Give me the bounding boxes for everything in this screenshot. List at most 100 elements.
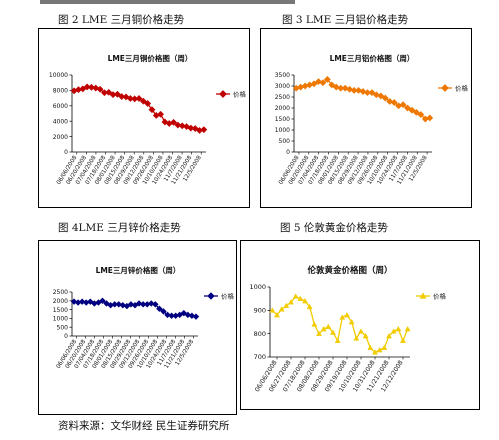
zinc-price-chart: LME三月锌价格图（周） 0500100015002000250006/06/2… (38, 240, 237, 415)
data-point (390, 99, 398, 106)
data-point (376, 346, 383, 353)
data-point (344, 311, 350, 318)
data-point (144, 100, 152, 107)
y-tick-label: 500 (57, 324, 69, 331)
y-tick-label: 800 (254, 330, 266, 338)
data-point (278, 306, 285, 312)
y-tick-label: 2000 (53, 298, 68, 305)
data-point (118, 93, 126, 101)
data-point (122, 93, 130, 101)
data-point (292, 293, 299, 299)
data-point (372, 349, 378, 355)
legend-marker (419, 292, 427, 299)
data-point (269, 307, 276, 313)
chart-title: LME三月铝价格图（周） (330, 53, 415, 63)
data-point (325, 323, 332, 329)
data-point (103, 300, 110, 307)
data-point (139, 97, 147, 105)
data-point (306, 303, 313, 310)
y-tick-label: 700 (254, 353, 266, 361)
y-tick-label: 6000 (53, 103, 68, 110)
data-point (170, 118, 178, 126)
data-point (362, 332, 369, 339)
data-point (135, 95, 143, 102)
y-tick-label: 2000 (275, 105, 290, 112)
data-point (157, 110, 165, 118)
y-tick-label: 1500 (275, 116, 290, 123)
data-point (368, 89, 376, 97)
chart-title: 伦敦黄金价格图（周） (307, 265, 392, 276)
data-point (187, 124, 195, 132)
data-point (160, 308, 167, 315)
data-point (358, 328, 364, 334)
y-tick-label: 8000 (53, 88, 68, 95)
data-point (377, 92, 385, 100)
data-point (332, 83, 340, 91)
data-point (156, 305, 163, 313)
legend-label: 价格 (233, 90, 247, 99)
data-point (319, 79, 327, 87)
data-point (83, 83, 91, 91)
legend-label: 价格 (455, 84, 469, 93)
aluminum-price-chart: LME三月铝价格图（周） 0 500 1000 1500 2000 2500 3000 350… (260, 28, 472, 208)
copper-price-chart: LME三月铜价格图（周） 020004000600080001000006/06… (38, 28, 250, 208)
data-point (346, 85, 354, 93)
data-point (96, 85, 104, 93)
data-point (339, 314, 346, 320)
data-point (178, 122, 186, 130)
data-point (355, 86, 363, 94)
data-point (126, 95, 134, 102)
y-tick-label: 10000 (49, 72, 68, 79)
data-point (404, 325, 411, 332)
data-point (390, 328, 397, 334)
data-point (302, 297, 308, 304)
y-tick-label: 2500 (53, 289, 68, 296)
data-point (395, 325, 402, 332)
plot-area: 020004000600080001000006/06/200806/20/20… (49, 72, 247, 186)
data-point (105, 88, 113, 96)
y-tick-label: 0 (64, 149, 68, 156)
data-point (316, 330, 322, 336)
data-point (353, 335, 360, 341)
data-point (426, 114, 434, 122)
legend-label: 价格 (221, 292, 235, 301)
y-tick-label: 0 (286, 149, 290, 156)
y-tick-label: 0 (64, 333, 68, 340)
legend-marker (219, 90, 227, 98)
y-tick-label: 1500 (53, 307, 68, 314)
caption-figure-2: 图 2 LME 三月铜价格走势 (58, 14, 185, 26)
data-point (367, 344, 374, 350)
y-tick-label: 500 (279, 138, 291, 145)
source-note: 资料来源：文华财经 民生证券研究所 (58, 420, 230, 432)
data-point (341, 84, 349, 92)
chart-frame (38, 28, 250, 208)
data-point (135, 300, 143, 307)
data-point (386, 332, 392, 339)
data-point (334, 337, 341, 343)
y-tick-label: 1000 (275, 127, 290, 134)
y-tick-label: 1000 (249, 283, 266, 291)
gold-price-chart: 伦敦黄金价格图（周） 700800900100006/06/200806/27/… (240, 240, 480, 410)
data-point (99, 297, 106, 305)
y-tick-label: 2500 (275, 94, 290, 101)
caption-figure-3: 图 3 LME 三月铝价格走势 (282, 14, 409, 26)
data-point (311, 321, 318, 327)
y-tick-label: 900 (254, 307, 266, 315)
data-point (192, 313, 200, 320)
y-tick-label: 2000 (53, 134, 68, 141)
data-point (417, 111, 425, 119)
chart-title: LME三月铜价格图（周） (108, 53, 193, 63)
legend-label: 价格 (433, 292, 447, 301)
data-point (330, 329, 336, 335)
chart-frame (240, 240, 480, 410)
legend-marker (207, 292, 215, 300)
data-point (174, 121, 182, 129)
data-point (320, 325, 327, 332)
y-tick-label: 3000 (275, 83, 290, 90)
data-point (328, 81, 336, 89)
plot-area: 0500100015002000250006/06/200806/20/2008… (53, 289, 235, 370)
data-point (147, 300, 155, 307)
data-point (381, 94, 389, 102)
legend-marker (441, 84, 449, 92)
data-point (283, 302, 290, 308)
